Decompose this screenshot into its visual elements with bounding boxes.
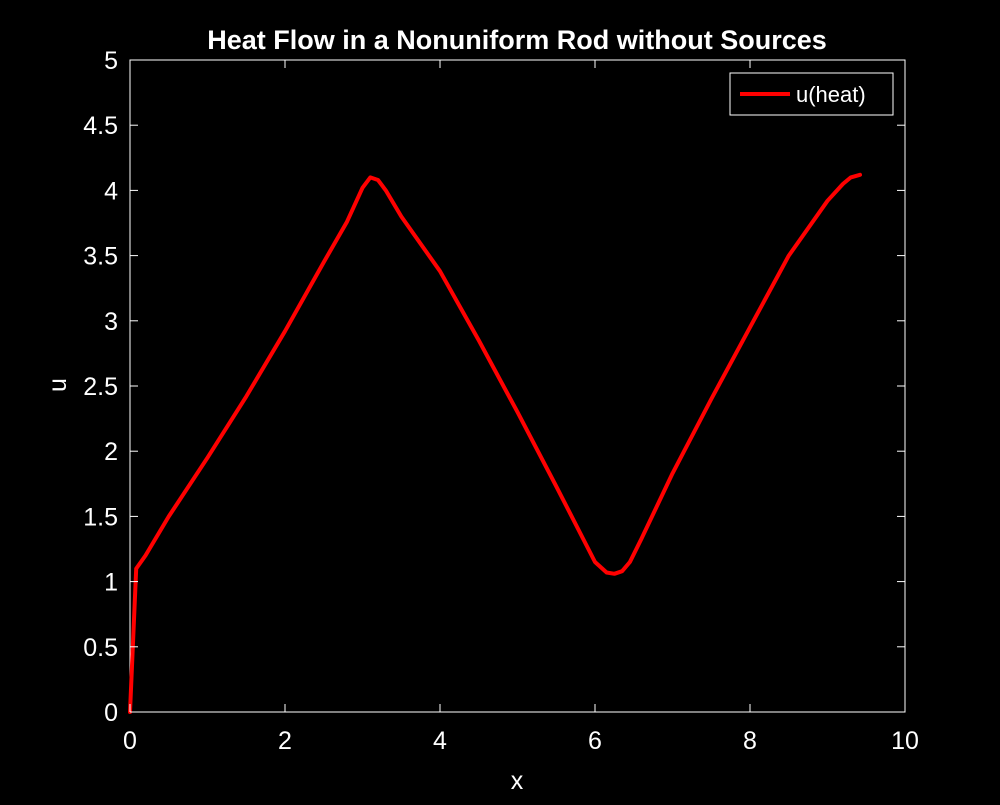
y-tick-label: 1 xyxy=(104,569,118,597)
x-tick-label: 4 xyxy=(433,727,447,755)
legend: u(heat) xyxy=(729,72,894,116)
x-tick-label: 2 xyxy=(278,727,292,755)
y-tick-label: 3.5 xyxy=(83,243,118,271)
y-tick-label: 4 xyxy=(104,177,118,205)
x-tick-label: 10 xyxy=(891,727,919,755)
y-tick-label: 2.5 xyxy=(83,373,118,401)
x-axis: 0 2 4 6 8 10 xyxy=(123,60,919,755)
y-axis: 0 0.5 1 1.5 2 2.5 3 3.5 4 4.5 5 xyxy=(83,47,905,727)
y-axis-label: u xyxy=(44,378,72,392)
series-line xyxy=(128,172,862,714)
y-tick-label: 4.5 xyxy=(83,112,118,140)
x-tick-label: 8 xyxy=(743,727,757,755)
y-tick-label: 3 xyxy=(104,308,118,336)
legend-label: u(heat) xyxy=(796,82,866,107)
y-tick-label: 2 xyxy=(104,438,118,466)
x-axis-label: x xyxy=(511,767,524,795)
y-tick-label: 0 xyxy=(104,699,118,727)
y-tick-label: 1.5 xyxy=(83,503,118,531)
chart-title: Heat Flow in a Nonuniform Rod without So… xyxy=(207,25,827,55)
y-tick-label: 0.5 xyxy=(83,634,118,662)
x-tick-label: 6 xyxy=(588,727,602,755)
x-tick-label: 0 xyxy=(123,727,137,755)
y-tick-label: 5 xyxy=(104,47,118,75)
